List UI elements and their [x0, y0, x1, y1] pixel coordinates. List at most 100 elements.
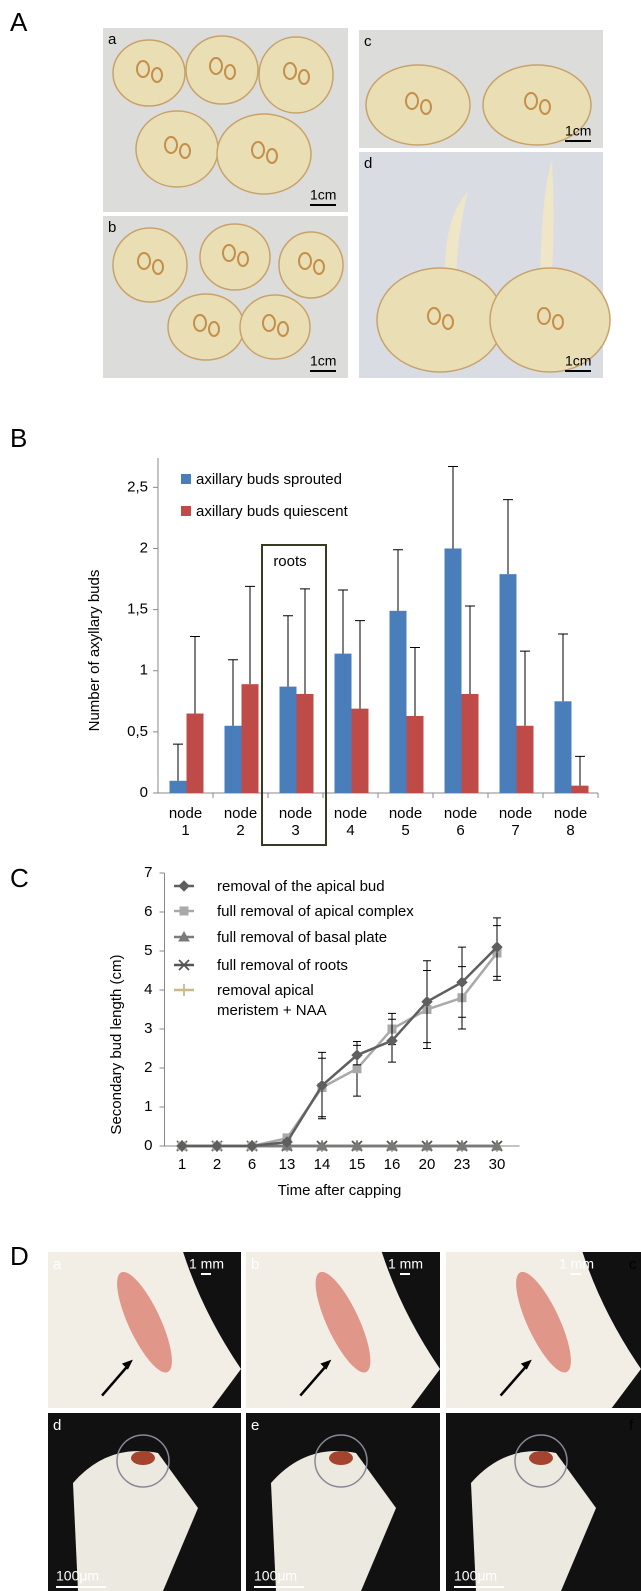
bar [554, 701, 572, 793]
error-bar [520, 650, 530, 726]
bud [539, 99, 551, 115]
bar [516, 725, 534, 793]
y-axis-label: Secondary bud length (cm) [108, 954, 125, 1134]
photo-label: c [364, 33, 372, 50]
bud [420, 99, 432, 115]
arrow [499, 1363, 529, 1397]
marker [351, 1049, 363, 1061]
marker [178, 880, 190, 892]
error-bar [338, 589, 348, 654]
marker [211, 1140, 223, 1152]
x-tick-label: node 3 [278, 805, 313, 839]
arrow-head [520, 1359, 532, 1370]
bud [179, 143, 191, 159]
y-tick-label: 5 [144, 942, 152, 959]
bar [334, 653, 352, 793]
x-tick-label: node 1 [168, 805, 203, 839]
panel-label: A [10, 7, 28, 37]
bud [137, 252, 151, 270]
marker [281, 1136, 293, 1148]
tissue [73, 1451, 198, 1591]
stain [117, 1271, 172, 1373]
bud [136, 60, 150, 78]
error-bar [355, 620, 365, 709]
marker [352, 1064, 362, 1074]
error-bar [558, 633, 568, 702]
x-tick-label: 30 [489, 1156, 506, 1173]
marker [178, 984, 190, 996]
error-bar [245, 585, 255, 685]
scale-label: 100μm [56, 1568, 99, 1584]
x-tick-label: 14 [314, 1156, 331, 1173]
x-tick-label: 1 [178, 1156, 186, 1173]
bar [279, 686, 297, 793]
marker [386, 1139, 398, 1151]
annotation-box [261, 544, 327, 846]
bud [193, 314, 207, 332]
marker [456, 1139, 468, 1151]
arrow [101, 1363, 131, 1397]
scale-label: 1 mm [388, 1256, 423, 1272]
bar [224, 725, 242, 793]
photo-label: f [629, 1417, 634, 1434]
bud [224, 64, 236, 80]
tissue [271, 1451, 396, 1591]
error-bar [448, 466, 458, 549]
error-bar [283, 615, 293, 687]
x-tick-label: node 5 [388, 805, 423, 839]
tissue [471, 1451, 596, 1591]
legend-label: full removal of basal plate [217, 929, 388, 946]
photo-label: a [53, 1256, 62, 1273]
bar [296, 693, 314, 793]
y-tick-label: 0 [140, 784, 148, 801]
bud [537, 307, 551, 325]
legend-label: axillary buds sprouted [196, 471, 342, 488]
sprout [540, 160, 554, 300]
x-tick-label: node 2 [223, 805, 258, 839]
photo-label: b [108, 219, 116, 236]
legend-label: removal of the apical bud [217, 878, 385, 895]
error-bar [465, 605, 475, 694]
legend-label: full removal of roots [217, 957, 348, 974]
x-tick-label: 15 [349, 1156, 366, 1173]
photo-label: a [108, 31, 117, 48]
marker [176, 1140, 188, 1152]
error-bar [228, 659, 238, 726]
marker [351, 1139, 363, 1151]
arrow-head [121, 1359, 133, 1370]
marker [456, 976, 468, 988]
bud [427, 307, 441, 325]
bud [262, 314, 276, 332]
bar [351, 708, 369, 793]
bud [209, 57, 223, 75]
stain [329, 1451, 353, 1465]
y-tick-label: 0,5 [127, 723, 148, 740]
error-bar [410, 647, 420, 716]
marker [421, 995, 433, 1008]
y-tick-label: 0 [144, 1137, 152, 1154]
bud [237, 251, 249, 267]
x-tick-label: 2 [213, 1156, 221, 1173]
stain [516, 1271, 571, 1373]
y-tick-label: 1 [144, 1098, 152, 1115]
bud [151, 67, 163, 83]
x-tick-label: node 6 [443, 805, 478, 839]
x-tick-label: 16 [384, 1156, 401, 1173]
stain [315, 1271, 371, 1373]
legend-label: axillary buds quiescent [196, 503, 349, 520]
y-tick-label: 1 [140, 662, 148, 679]
bud [222, 244, 236, 262]
photo-label: d [364, 155, 372, 172]
marker [491, 1139, 503, 1151]
x-axis-label: Time after capping [278, 1182, 402, 1199]
bud [552, 314, 564, 330]
error-bar [575, 755, 585, 786]
legend-label: full removal of apical complex [217, 903, 414, 920]
y-tick-label: 3 [144, 1020, 152, 1037]
bud [251, 141, 265, 159]
scale-label: 1cm [310, 187, 336, 203]
highlight-circle [314, 1434, 368, 1488]
scale-label: 1 mm [559, 1256, 594, 1272]
panel-label: C [10, 863, 29, 893]
